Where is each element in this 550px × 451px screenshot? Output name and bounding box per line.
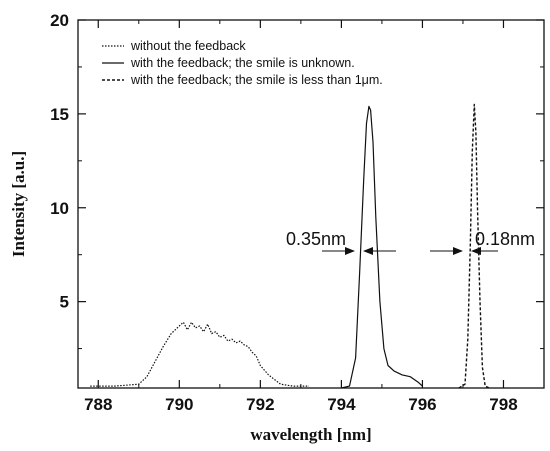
series-line-dashed: [458, 103, 490, 389]
series-layer: [90, 103, 490, 389]
fwhm-annotation-2: [430, 247, 498, 255]
legend: without the feedback with the feedback; …: [102, 39, 383, 87]
y-tick-label: 5: [60, 293, 69, 312]
x-tick-label: 794: [327, 395, 356, 414]
x-tick-label: 796: [408, 395, 436, 414]
series-line-dotted: [90, 321, 309, 387]
x-tick-label: 788: [84, 395, 112, 414]
y-axis-label: Intensity [a.u.]: [9, 151, 28, 257]
x-tick-label: 798: [489, 395, 517, 414]
y-tick-label: 15: [50, 105, 69, 124]
axis-ticks: 788 790 792 794 796 798 5 10 15 20: [50, 11, 545, 414]
series-line-solid: [341, 105, 423, 389]
legend-label: with the feedback; the smile is unknown.: [130, 56, 355, 70]
fwhm-annotation-1: [322, 247, 396, 255]
legend-label: with the feedback; the smile is less tha…: [130, 73, 383, 87]
y-tick-label: 10: [50, 199, 69, 218]
legend-label: without the feedback: [130, 39, 246, 53]
x-tick-label: 790: [165, 395, 193, 414]
fwhm-label-2: 0.18nm: [475, 229, 535, 249]
fwhm-label-1: 0.35nm: [286, 229, 346, 249]
plot-frame: [77, 19, 545, 389]
y-tick-label: 20: [50, 11, 69, 30]
x-tick-label: 792: [246, 395, 274, 414]
x-axis-label: wavelength [nm]: [250, 425, 371, 444]
